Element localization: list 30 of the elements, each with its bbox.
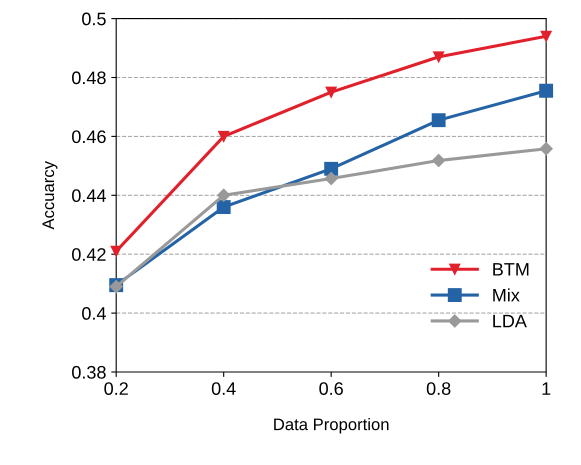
point bbox=[216, 200, 231, 214]
x-tick-label: 0.4 bbox=[212, 382, 236, 395]
point bbox=[539, 84, 554, 98]
y-tick-label: 0.42 bbox=[72, 248, 106, 261]
y-tick-label: 0.48 bbox=[72, 71, 106, 84]
point bbox=[326, 86, 337, 98]
x-tick-label: 0.2 bbox=[104, 382, 128, 395]
y-tick-label: 0.4 bbox=[82, 307, 106, 320]
point bbox=[110, 246, 122, 257]
point bbox=[432, 154, 446, 168]
legend-label: LDA bbox=[493, 314, 527, 328]
y-axis-title: Accuarcy bbox=[42, 161, 58, 230]
x-tick-label: 1 bbox=[542, 382, 550, 395]
y-tick-label: 0.38 bbox=[72, 366, 106, 379]
point bbox=[540, 142, 553, 156]
legend-label: Mix bbox=[493, 288, 520, 302]
point bbox=[217, 188, 230, 202]
x-tick-label: 0.6 bbox=[319, 382, 343, 395]
y-tick-label: 0.5 bbox=[82, 12, 106, 26]
x-axis-title: Data Proportion bbox=[274, 418, 388, 434]
point bbox=[433, 51, 444, 62]
legend-label: BTM bbox=[493, 263, 528, 276]
y-tick-label: 0.44 bbox=[72, 189, 106, 202]
point bbox=[324, 162, 338, 176]
point bbox=[432, 113, 446, 128]
x-tick-label: 0.8 bbox=[426, 382, 450, 395]
point bbox=[218, 130, 230, 142]
y-tick-label: 0.46 bbox=[72, 130, 106, 144]
point bbox=[324, 172, 338, 186]
point bbox=[540, 30, 552, 42]
